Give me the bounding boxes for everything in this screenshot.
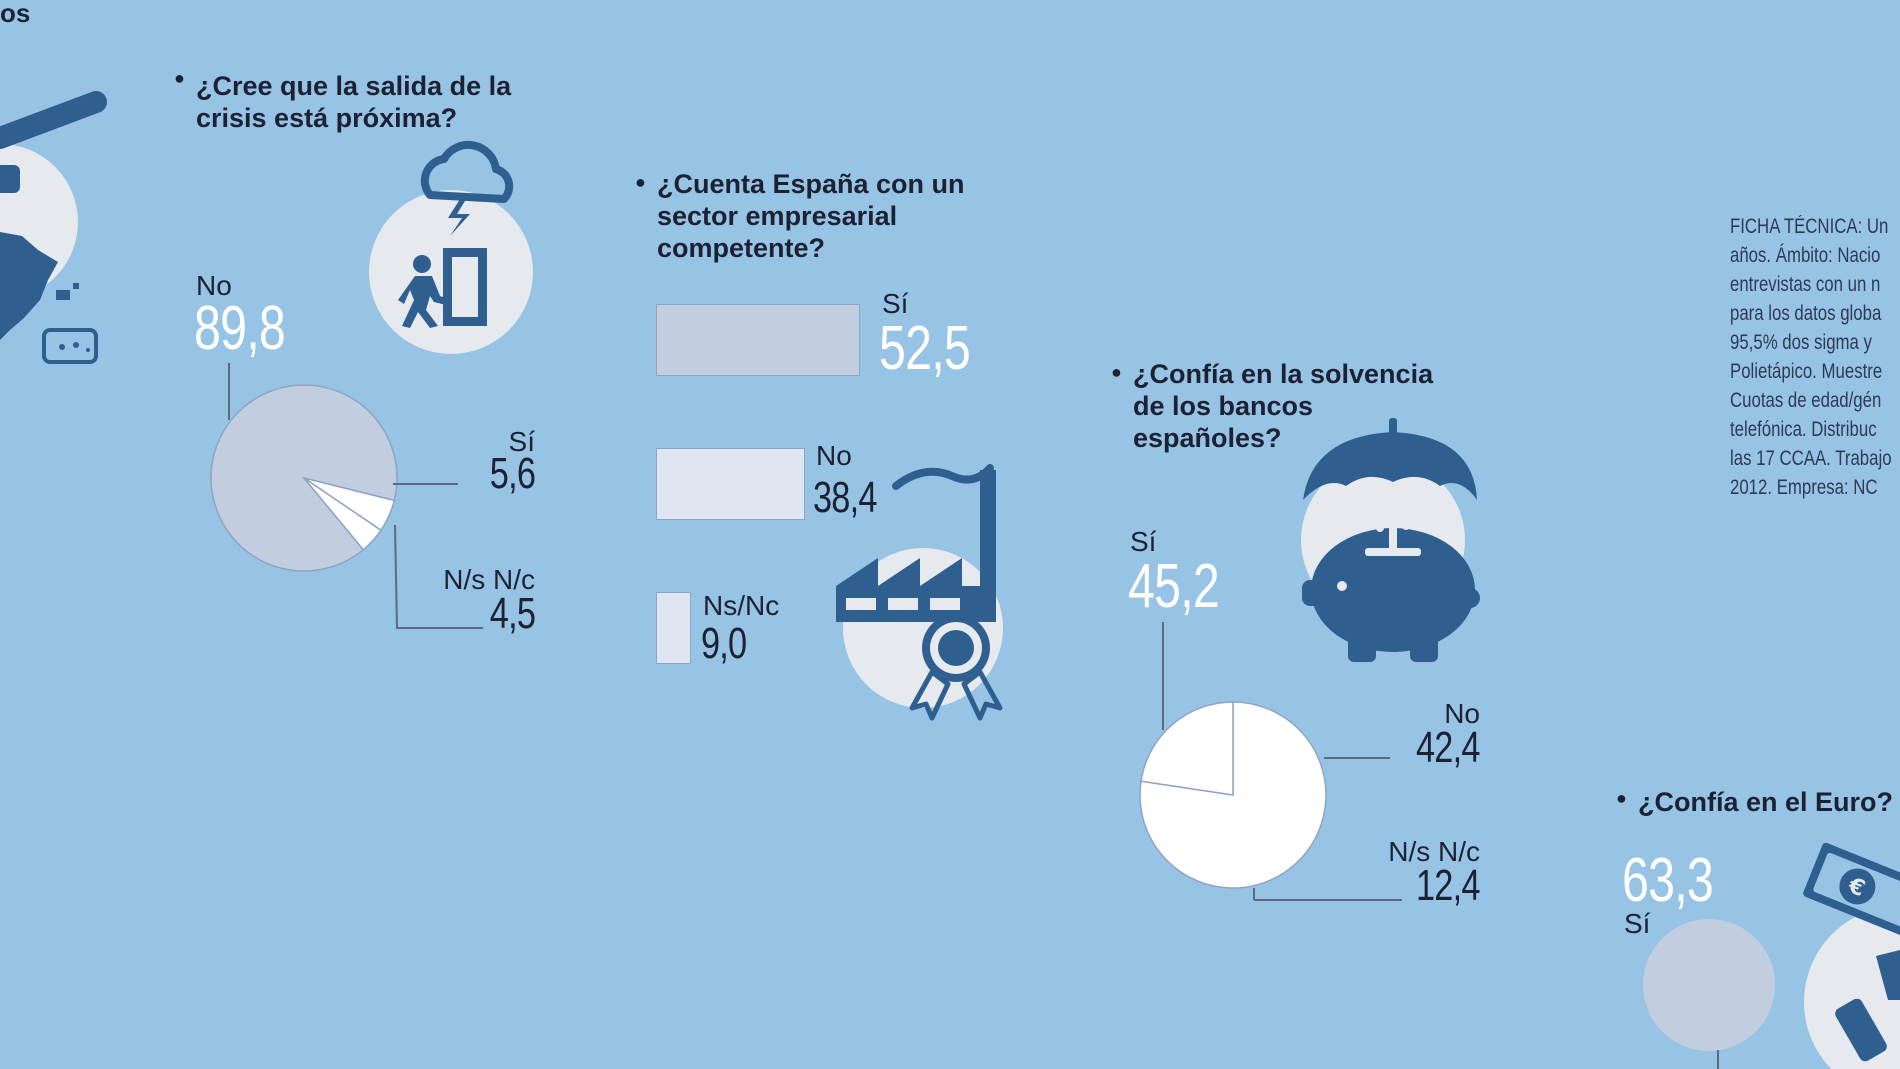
storm-exit-icon	[369, 140, 533, 354]
value-no: 89,8	[194, 294, 286, 363]
piggy-umbrella-icon	[1301, 418, 1480, 662]
bar-no	[656, 448, 805, 520]
pie-slice-ns	[303, 477, 382, 551]
label-ns: N/s N/c	[443, 564, 535, 595]
chart-euro-title: ¿Confía en el Euro?	[1638, 787, 1894, 817]
chart-crisis-title: ¿Cree que la salida de la crisis está pr…	[196, 71, 512, 133]
ficha-text: FICHA TÉCNICA: Un años. Ámbito: Nacio en…	[1730, 215, 1892, 499]
value-si: 5,6	[489, 449, 536, 498]
ficha-tecnica: FICHA TÉCNICA: Un años. Ámbito: Nacio en…	[1730, 212, 1900, 502]
value-no: 42,4	[1416, 723, 1480, 772]
value-si: 63,3	[1622, 846, 1714, 915]
pie-slice-no	[1139, 701, 1327, 889]
bullet: ●	[174, 68, 185, 88]
pie1-slices	[210, 384, 398, 572]
pie-slice-ns	[1140, 701, 1234, 796]
bar-si	[656, 304, 860, 376]
label-ns: N/s N/c	[1388, 836, 1480, 867]
bar-value-si: 52,5	[879, 314, 971, 383]
value-ns: 12,4	[1416, 861, 1480, 910]
label-si: Sí	[1624, 908, 1651, 939]
bar-label-ns: Ns/Nc	[703, 590, 780, 621]
leader-ns	[394, 524, 483, 629]
label-si: Sí	[1130, 526, 1157, 557]
value-si: 45,2	[1128, 552, 1220, 621]
chart-empresarial-title: ¿Cuenta España con un sector empresarial…	[657, 169, 965, 263]
label-no: No	[1444, 698, 1480, 729]
bar-label-no: No	[816, 440, 852, 471]
bullet: ●	[1616, 788, 1627, 808]
chart-bancos-title: ¿Confía en la solvencia de los bancos es…	[1133, 359, 1434, 453]
bar-value-ns: 9,0	[701, 619, 747, 668]
bullet: ●	[635, 172, 646, 192]
bar-label-si: Sí	[882, 288, 909, 319]
bar-ns	[656, 592, 691, 664]
header-fragment: os	[0, 0, 31, 28]
pie3-slices	[1139, 701, 1327, 889]
value-ns: 4,5	[489, 589, 536, 638]
label-no: No	[196, 270, 232, 301]
label-si: Sí	[508, 426, 535, 457]
bullet: ●	[1111, 362, 1122, 382]
